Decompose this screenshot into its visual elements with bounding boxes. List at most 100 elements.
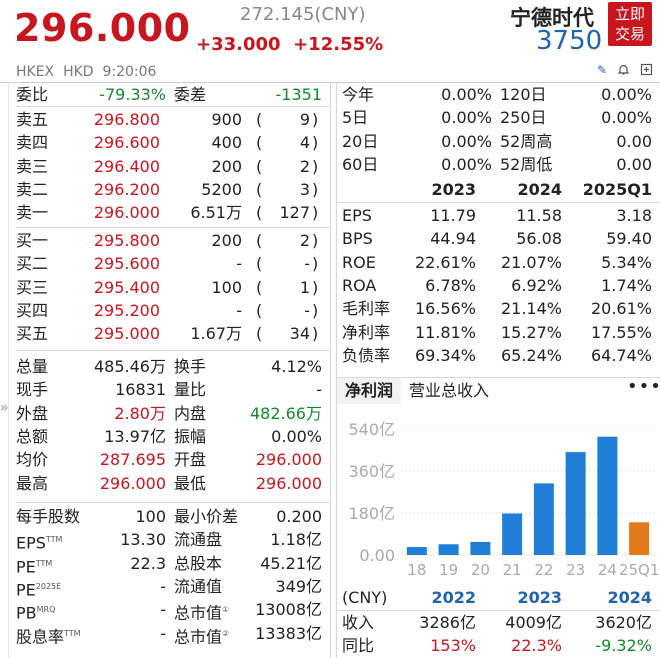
- bids-count: 2: [299, 231, 310, 250]
- paren-close: ): [312, 203, 319, 223]
- bar-23[interactable]: [565, 452, 586, 555]
- stat-value: 4.12%: [271, 357, 322, 376]
- stat2-suffix: MRQ: [36, 605, 56, 615]
- asks-volume: 400: [211, 133, 242, 153]
- fin-value: 11.79: [430, 206, 476, 225]
- last-price: 296.000: [14, 6, 191, 50]
- collapse-arrow[interactable]: »: [0, 400, 9, 416]
- stat-label: 开盘: [174, 450, 207, 470]
- bottom-value: 22.3%: [511, 636, 562, 656]
- left-border: [8, 82, 9, 658]
- stat2-value: -: [160, 623, 166, 643]
- stat-label: 最低: [174, 473, 207, 493]
- asks-volume: 900: [211, 110, 242, 129]
- profit-bar-chart: 0.00 180亿 360亿 540亿 18 19 20 21 22 23 24 25Q1: [348, 420, 659, 579]
- bar-21[interactable]: [502, 513, 523, 555]
- asks-level-label: 卖三: [16, 156, 49, 176]
- stat2-label: 总股本: [174, 552, 244, 575]
- stat-label: 内盘: [174, 403, 207, 423]
- tab-net-profit[interactable]: 净利润: [337, 378, 401, 404]
- bids-level-label: 买四: [16, 300, 49, 320]
- paren-open: (: [256, 133, 263, 153]
- fin-value: 3.18: [616, 206, 652, 225]
- stat-value: 296.000: [255, 450, 322, 470]
- asks-level-label: 卖五: [16, 110, 49, 129]
- stat2-suffix: ②: [222, 628, 230, 638]
- y-tick-label: 360亿: [348, 462, 395, 481]
- bar-24[interactable]: [597, 436, 618, 555]
- stat-value: 296.000: [255, 473, 322, 493]
- stat2-label-text: 流通值: [174, 576, 223, 596]
- expand-icon[interactable]: [639, 63, 653, 77]
- tab-revenue[interactable]: 营业总收入: [409, 381, 490, 400]
- bar-19[interactable]: [438, 544, 459, 555]
- bar-18[interactable]: [406, 547, 427, 555]
- stat2-value: 1.18亿: [270, 530, 322, 550]
- stat-label: 现手: [16, 380, 49, 400]
- stat2-value: 0.200: [276, 507, 322, 526]
- bids-level-label: 买三: [16, 277, 49, 297]
- fin-value: 6.92%: [511, 275, 562, 295]
- stat-label: 均价: [16, 450, 49, 470]
- quote-meta: HKEX HKD 9:20:06: [16, 64, 156, 80]
- y-tick-label: 180亿: [348, 504, 395, 523]
- perf-value: 0.00: [616, 154, 652, 174]
- x-tick-label: 22: [534, 561, 553, 579]
- bids-level-label: 买二: [16, 254, 49, 274]
- perf-label: 250日: [500, 108, 547, 128]
- paren-close: ): [312, 133, 319, 153]
- weibi-label: 委比: [16, 85, 49, 104]
- fin-value: 21.14%: [500, 299, 562, 319]
- bottom-year: 2024: [607, 588, 652, 607]
- stat-label: 外盘: [16, 403, 49, 423]
- bar-22[interactable]: [533, 483, 554, 555]
- bids-price: 295.200: [93, 300, 160, 320]
- stat2-label-text: 最小价差: [174, 507, 239, 526]
- bottom-divider: [337, 610, 660, 611]
- stat-value: 296.000: [99, 473, 166, 493]
- paren-open: (: [256, 231, 263, 250]
- bottom-value: 153%: [430, 636, 476, 656]
- stat-value: 0.00%: [271, 426, 322, 446]
- bell-icon[interactable]: [616, 63, 630, 77]
- stat-value: 2.80万: [114, 403, 166, 423]
- stat2-suffix: ①: [222, 605, 230, 615]
- paren-close: ): [312, 110, 319, 129]
- stat2-value: 13383亿: [255, 623, 322, 643]
- bids-volume: 100: [211, 277, 242, 297]
- change-value: +33.000: [196, 34, 281, 55]
- trade-now-button[interactable]: 立即 交易: [608, 2, 652, 46]
- stat2-label-text: 总市值: [174, 626, 223, 646]
- perf-value: 0.00%: [441, 131, 492, 151]
- asks-count: 3: [299, 179, 310, 199]
- stat2-suffix: 2025E: [35, 581, 62, 591]
- bids-count: 34: [289, 324, 310, 344]
- paren-close: ): [312, 324, 319, 344]
- stat2-label: EPSTTM: [16, 528, 106, 555]
- paren-open: (: [256, 179, 263, 199]
- bottom-value: 4009亿: [505, 613, 562, 632]
- stat2-label-text: PE: [16, 580, 36, 600]
- more-icon[interactable]: •••: [627, 376, 660, 397]
- fin-year-header: 2025Q1: [582, 180, 652, 199]
- bids-price: 295.800: [93, 231, 160, 250]
- bids-volume: 1.67万: [190, 324, 242, 344]
- perf-value: 0.00%: [601, 108, 652, 128]
- stat2-suffix: TTM: [45, 535, 63, 545]
- paren-open: (: [256, 277, 263, 297]
- bar-20[interactable]: [470, 541, 491, 555]
- bids-volume: 200: [211, 231, 242, 250]
- chart-tabs: 净利润 营业总收入 •••: [337, 376, 660, 404]
- asks-level-label: 卖四: [16, 133, 49, 153]
- perf-label: 120日: [500, 85, 547, 104]
- fin-value: 11.81%: [414, 322, 476, 342]
- x-tick-label: 21: [503, 561, 522, 579]
- bar-25Q1[interactable]: [629, 522, 650, 555]
- edit-icon[interactable]: ✎: [596, 63, 608, 77]
- paren-open: (: [256, 254, 263, 274]
- weibi-value: -79.33%: [99, 85, 166, 104]
- perf-label: 20日: [342, 131, 379, 151]
- unit-label: (CNY): [342, 588, 388, 607]
- section-divider: [337, 377, 660, 378]
- fin-value: 69.34%: [414, 345, 476, 365]
